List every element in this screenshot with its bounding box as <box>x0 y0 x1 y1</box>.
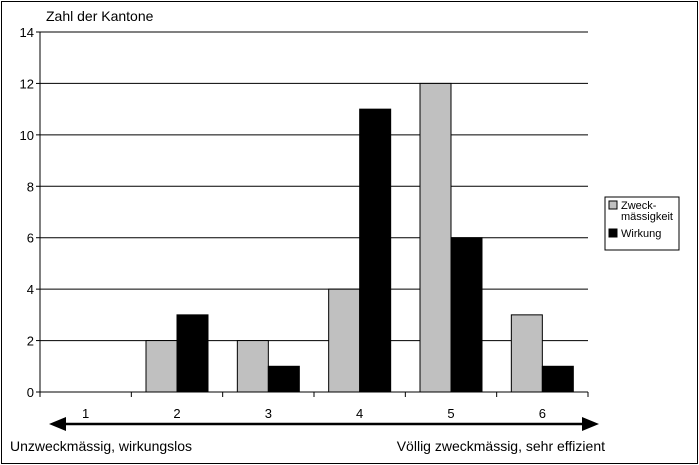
y-axis-ticks: 0 2 4 6 8 10 12 14 <box>20 25 40 400</box>
bar-wirkung <box>450 237 483 393</box>
scale-arrow <box>49 417 599 431</box>
y-tick-label: 6 <box>27 231 34 246</box>
x-tick-label: 2 <box>173 406 180 421</box>
bar-zweckmaessigkeit <box>145 340 178 393</box>
x-tick-label: 6 <box>539 406 546 421</box>
scale-arrow-right-head <box>582 417 599 431</box>
y-tick-label: 12 <box>20 76 34 91</box>
y-tick-label: 8 <box>27 179 34 194</box>
x-tick-label: 3 <box>265 406 272 421</box>
scale-left-label: Unzweckmässig, wirkungslos <box>10 438 192 454</box>
x-tick-label: 1 <box>82 406 89 421</box>
legend-label: mässigkeit <box>621 211 673 223</box>
bar-wirkung <box>541 365 574 393</box>
legend-label: Wirkung <box>621 228 661 240</box>
bar-zweckmaessigkeit <box>236 340 269 393</box>
x-axis-ticks: 1 2 3 4 5 6 <box>39 392 589 421</box>
gridlines <box>40 31 588 342</box>
bar-zweckmaessigkeit <box>510 314 543 393</box>
bar-wirkung <box>267 365 300 393</box>
y-tick-label: 2 <box>27 334 34 349</box>
scale-right-label: Völlig zweckmässig, sehr effizient <box>397 438 605 454</box>
legend-label: Zweck- <box>621 200 657 212</box>
axes <box>39 32 588 393</box>
x-tick-label: 4 <box>356 406 363 421</box>
legend-swatch <box>608 200 618 210</box>
scale-arrow-left-head <box>49 417 66 431</box>
legend: Zweck-mässigkeit Wirkung <box>604 196 680 251</box>
y-tick-label: 0 <box>27 385 34 400</box>
bar-zweckmaessigkeit <box>419 82 452 393</box>
bar-wirkung <box>359 108 392 393</box>
y-tick-label: 10 <box>20 128 34 143</box>
bar-zweckmaessigkeit <box>328 288 361 393</box>
y-axis-label: Zahl der Kantone <box>46 8 154 24</box>
x-tick-label: 5 <box>447 406 454 421</box>
y-tick-label: 14 <box>20 25 34 40</box>
bar-wirkung <box>176 314 209 393</box>
y-tick-label: 4 <box>27 282 34 297</box>
legend-swatch <box>608 228 618 238</box>
